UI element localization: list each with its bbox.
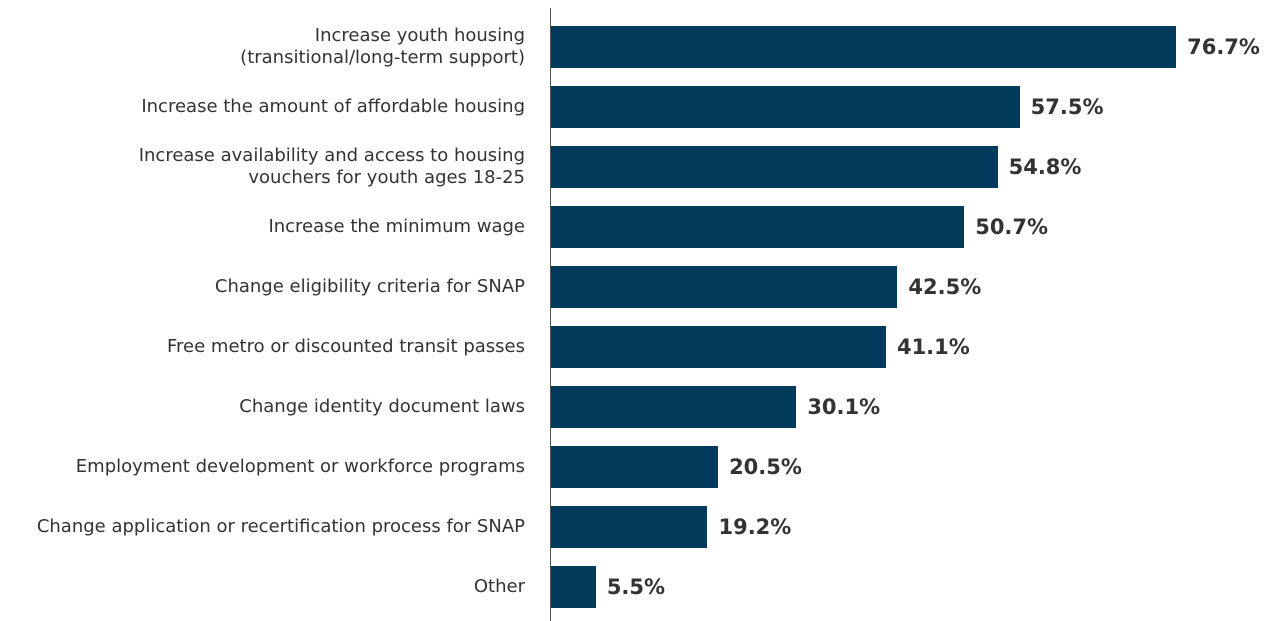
category-label: Change eligibility criteria for SNAP (214, 276, 525, 297)
category-label: Other (473, 576, 525, 597)
bar (551, 386, 797, 428)
category-label: Change application or recertification pr… (36, 516, 525, 537)
bar (551, 146, 998, 188)
category-label: Employment development or workforce prog… (75, 456, 525, 477)
value-label: 30.1% (807, 395, 881, 419)
bar (551, 506, 708, 548)
bar (551, 326, 886, 368)
value-label: 76.7% (1187, 35, 1260, 59)
bar (551, 566, 596, 608)
value-label: 50.7% (975, 215, 1049, 239)
category-label: Increase the minimum wage (268, 216, 525, 237)
bar (551, 206, 965, 248)
axis-line (550, 8, 551, 621)
value-label: 42.5% (908, 275, 982, 299)
value-label: 57.5% (1030, 95, 1104, 119)
value-label: 41.1% (896, 335, 970, 359)
value-label: 20.5% (729, 455, 802, 479)
value-label: 5.5% (606, 575, 666, 599)
value-label: 19.2% (718, 515, 792, 539)
category-label: Increase availability and access to hous… (138, 145, 525, 188)
value-label: 54.8% (1008, 155, 1082, 179)
category-label: Increase the amount of affordable housin… (141, 96, 525, 117)
category-label: Free metro or discounted transit passes (167, 336, 525, 357)
category-label: Change identity document laws (239, 396, 525, 417)
bar (551, 26, 1177, 68)
bar (551, 266, 898, 308)
category-label: Increase youth housing (transitional/lon… (240, 25, 525, 68)
bar (551, 86, 1020, 128)
bar (551, 446, 719, 488)
